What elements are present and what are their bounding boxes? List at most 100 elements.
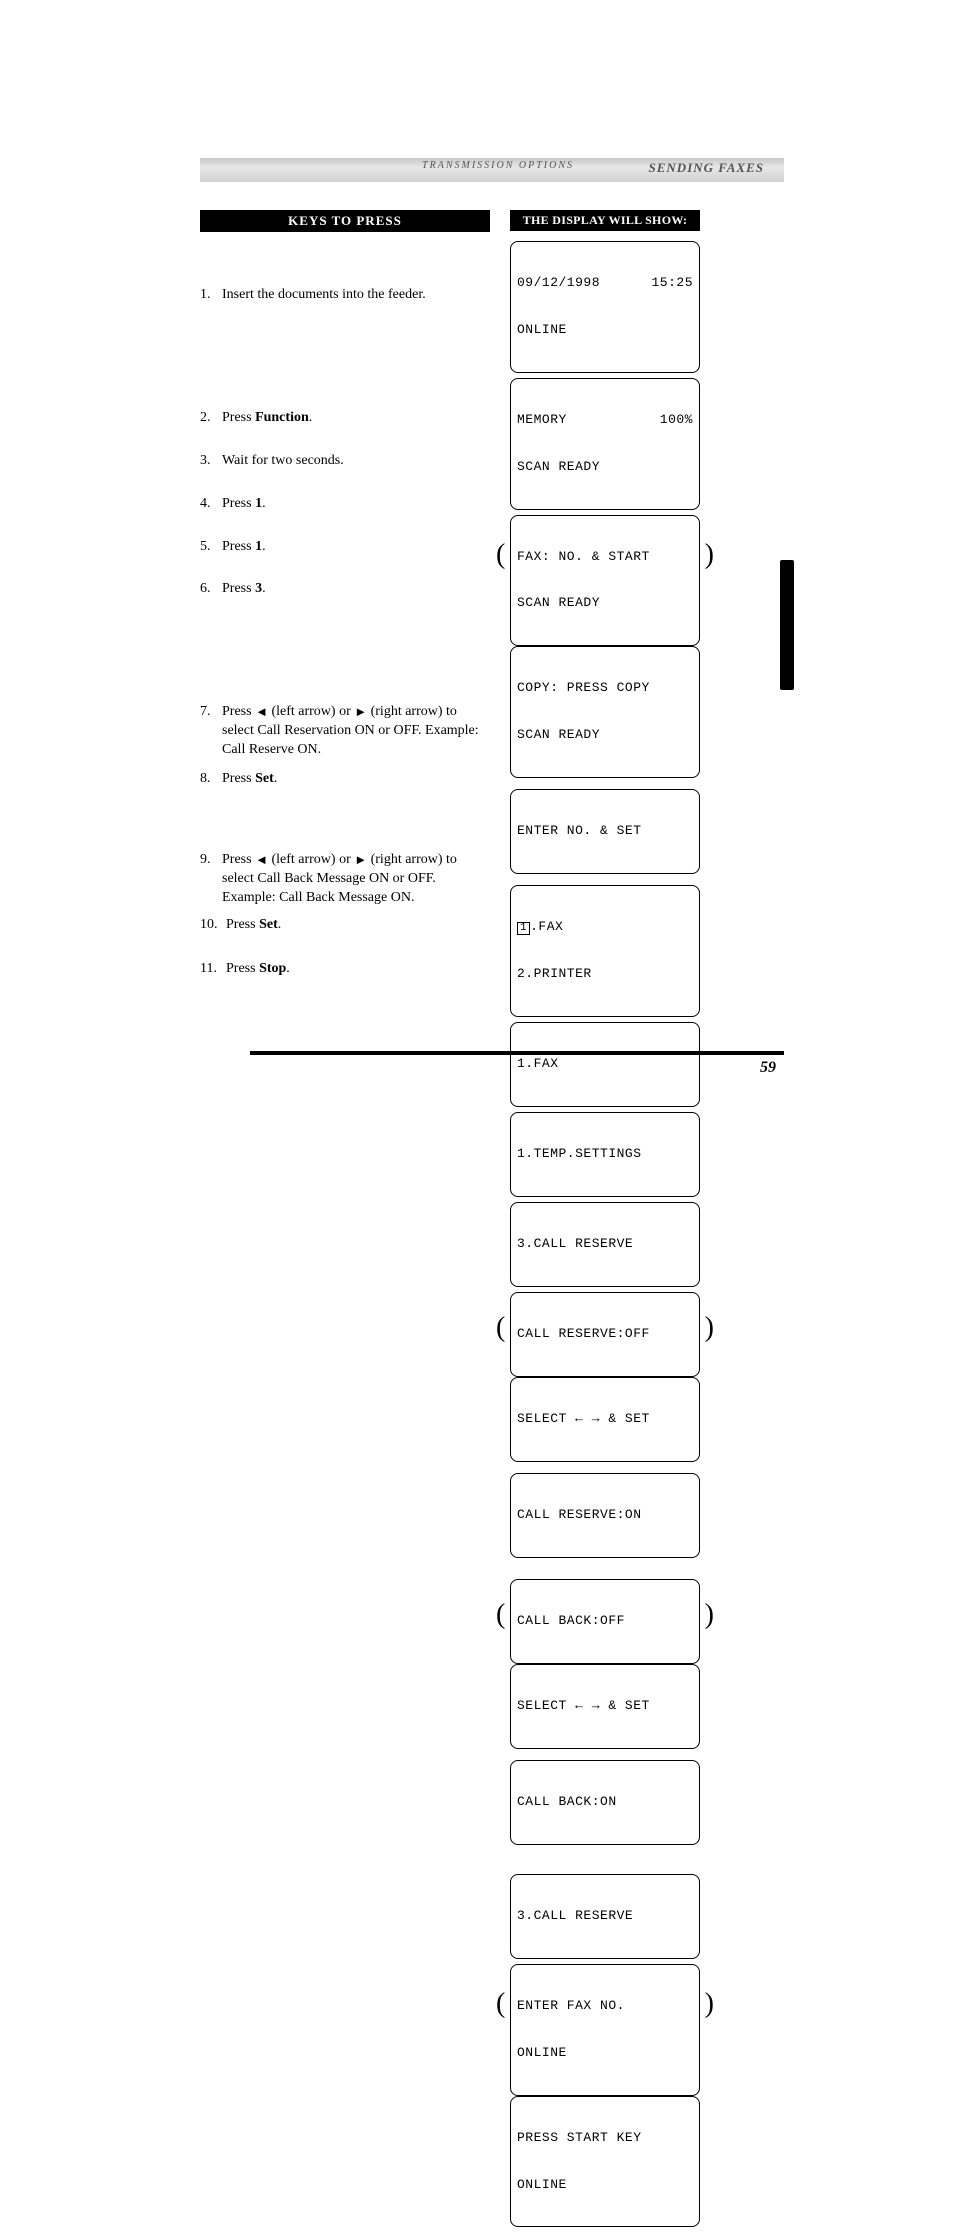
lcd-display: CALL RESERVE:ON [510, 1473, 700, 1558]
lcd-display-group: ( ) ENTER FAX NO. ONLINE PRESS START KEY… [510, 1964, 700, 2228]
step-number: 7. [200, 703, 222, 760]
brace-right-icon: ) [705, 1601, 714, 1629]
left-arrow-icon: ◄ [255, 851, 268, 869]
step-suffix: . [286, 961, 290, 976]
key-name: 1 [255, 496, 262, 511]
lcd-display-group: ( ) FAX: NO. & START SCAN READY COPY: PR… [510, 515, 700, 779]
step-suffix: . [262, 496, 266, 511]
step-prefix: Press [222, 704, 255, 719]
lcd-line: SELECT ← → & SET [517, 1698, 693, 1714]
step-number: 2. [200, 409, 222, 428]
lcd-line: FAX: NO. & START [517, 549, 693, 565]
lcd-display: FAX: NO. & START SCAN READY [510, 515, 700, 647]
manual-page: TRANSMISSION OPTIONS SENDING FAXES KEYS … [0, 0, 954, 1235]
step-11: 11. Press Stop. [200, 960, 490, 979]
step-6: 6. Press 3. [200, 580, 490, 599]
lcd-display: MEMORY100% SCAN READY [510, 378, 700, 510]
step-number: 1. [200, 286, 222, 305]
lcd-line: SCAN READY [517, 595, 693, 611]
step-prefix: Press [222, 581, 255, 596]
step-5: 5. Press 1. [200, 538, 490, 557]
key-name: Set [259, 917, 278, 932]
brace-left-icon: ( [496, 1990, 505, 2018]
lcd-display: ENTER NO. & SET [510, 789, 700, 874]
lcd-line: CALL RESERVE:ON [517, 1507, 693, 1523]
brace-right-icon: ) [705, 541, 714, 569]
lcd-line: COPY: PRESS COPY [517, 680, 693, 696]
brace-left-icon: ( [496, 541, 505, 569]
step-prefix: Press [222, 410, 255, 425]
arrow-label: (left arrow) or [268, 704, 354, 719]
step-prefix: Press [222, 539, 255, 554]
lcd-display: CALL RESERVE:OFF [510, 1292, 700, 1377]
brace-left-icon: ( [496, 1601, 505, 1629]
brace-right-icon: ) [705, 1314, 714, 1342]
step-text: Wait for two seconds. [222, 452, 490, 471]
keys-to-press-column: KEYS TO PRESS 1. Insert the documents in… [200, 210, 490, 2232]
step-3: 3. Wait for two seconds. [200, 452, 490, 471]
step-number: 11. [200, 960, 226, 979]
step-number: 5. [200, 538, 222, 557]
lcd-line: ONLINE [517, 322, 693, 338]
lcd-display: CALL BACK:ON [510, 1760, 700, 1845]
lcd-line: 3.CALL RESERVE [517, 1908, 693, 1924]
step-number: 4. [200, 495, 222, 514]
step-text: Press 1. [222, 495, 490, 514]
lcd-line: ENTER NO. & SET [517, 823, 693, 839]
lcd-line: CALL BACK:ON [517, 1794, 693, 1810]
lcd-display: 1.FAX 2.PRINTER [510, 885, 700, 1017]
lcd-text: .FAX [530, 919, 563, 934]
step-4: 4. Press 1. [200, 495, 490, 514]
brace-right-icon: ) [705, 1990, 714, 2018]
step-number: 8. [200, 770, 222, 789]
footer-rule [250, 1051, 784, 1055]
highlighted-option: 1 [517, 922, 530, 935]
lcd-display-group: ( ) CALL BACK:OFF SELECT ← → & SET [510, 1579, 700, 1749]
step-suffix: . [262, 539, 266, 554]
step-number: 6. [200, 580, 222, 599]
step-9: 9. Press ◄ (left arrow) or ► (right arro… [200, 851, 490, 908]
lcd-display: 1.FAX [510, 1022, 700, 1107]
lcd-line: PRESS START KEY [517, 2130, 693, 2146]
step-prefix: Press [222, 496, 255, 511]
lcd-line: 1.TEMP.SETTINGS [517, 1146, 693, 1162]
step-7: 7. Press ◄ (left arrow) or ► (right arro… [200, 703, 490, 760]
key-name: 1 [255, 539, 262, 554]
page-header-strip: TRANSMISSION OPTIONS SENDING FAXES [200, 158, 784, 182]
step-text: Press Set. [222, 770, 490, 789]
step-text: Press Function. [222, 409, 490, 428]
step-1: 1. Insert the documents into the feeder. [200, 286, 490, 305]
key-name: Stop [259, 961, 286, 976]
lcd-display-group: ( ) CALL RESERVE:OFF SELECT ← → & SET [510, 1292, 700, 1462]
lcd-display: 09/12/199815:25 ONLINE [510, 241, 700, 373]
lcd-line: 2.PRINTER [517, 966, 693, 982]
step-2: 2. Press Function. [200, 409, 490, 428]
right-arrow-icon: ► [354, 703, 367, 721]
page-number: 59 [760, 1059, 776, 1077]
lcd-line: ONLINE [517, 2045, 693, 2061]
step-text: Insert the documents into the feeder. [222, 286, 490, 305]
display-header: THE DISPLAY WILL SHOW: [510, 210, 700, 231]
step-number: 10. [200, 916, 226, 935]
step-text: Press ◄ (left arrow) or ► (right arrow) … [222, 703, 490, 760]
lcd-display: SELECT ← → & SET [510, 1377, 700, 1462]
step-suffix: . [262, 581, 266, 596]
lcd-display: 3.CALL RESERVE [510, 1874, 700, 1959]
display-column: THE DISPLAY WILL SHOW: 09/12/199815:25 O… [510, 210, 700, 2232]
lcd-line: 3.CALL RESERVE [517, 1236, 693, 1252]
step-text: Press 1. [222, 538, 490, 557]
lcd-line: CALL BACK:OFF [517, 1613, 693, 1629]
step-text: Press Set. [226, 916, 490, 935]
arrow-label: (left arrow) or [268, 852, 354, 867]
step-number: 9. [200, 851, 222, 908]
lcd-display: ENTER FAX NO. ONLINE [510, 1964, 700, 2096]
left-arrow-icon: ◄ [255, 703, 268, 721]
keys-header: KEYS TO PRESS [200, 210, 490, 232]
step-number: 3. [200, 452, 222, 471]
step-suffix: . [274, 771, 278, 786]
step-prefix: Press [222, 852, 255, 867]
header-section-left: TRANSMISSION OPTIONS [422, 160, 574, 171]
lcd-line: ONLINE [517, 2177, 693, 2193]
lcd-line: 09/12/1998 [517, 275, 600, 291]
lcd-display: 3.CALL RESERVE [510, 1202, 700, 1287]
